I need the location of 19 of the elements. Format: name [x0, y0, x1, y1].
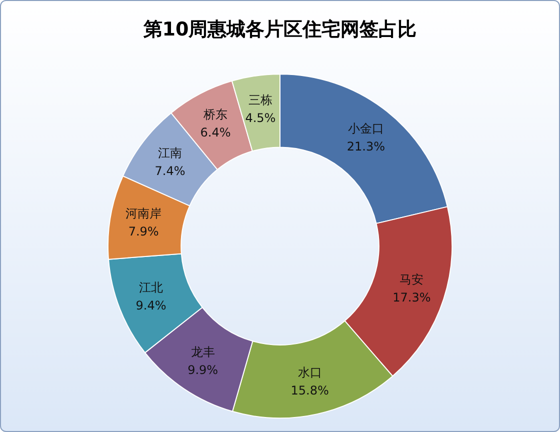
- slice-label: 小金口: [348, 122, 384, 136]
- data-label: 7.9%: [128, 224, 159, 238]
- data-label: 9.9%: [188, 363, 218, 378]
- data-label: 4.5%: [245, 111, 276, 126]
- slice-label: 江南: [158, 146, 182, 160]
- slice-label: 河南岸: [126, 206, 162, 220]
- slice-label: 水口: [298, 365, 322, 380]
- slice-label: 龙丰: [190, 345, 215, 360]
- slice-label: 三栋: [248, 93, 272, 108]
- slice-label: 桥东: [202, 108, 228, 122]
- data-label: 7.4%: [154, 164, 186, 178]
- data-label: 21.3%: [346, 140, 386, 154]
- slice-label: 马安: [400, 272, 424, 287]
- chart-title: 第10周惠城各片区住宅网签占比: [142, 18, 417, 40]
- data-label: 15.8%: [290, 383, 329, 398]
- data-label: 9.4%: [136, 298, 166, 313]
- slice-label: 江北: [139, 280, 164, 295]
- data-label: 6.4%: [200, 126, 231, 140]
- data-label: 17.3%: [392, 290, 431, 305]
